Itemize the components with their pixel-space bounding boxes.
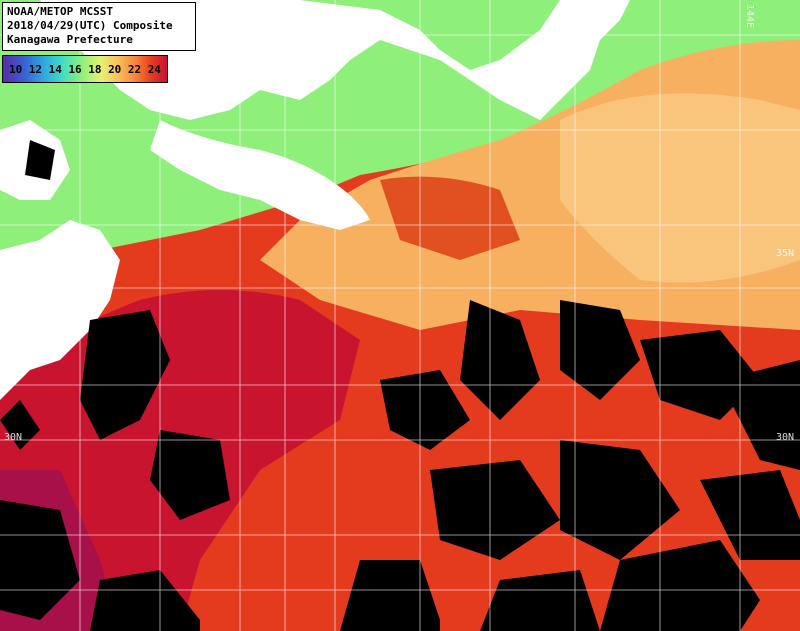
scale-tick: 22 [127, 62, 142, 76]
lon-label-144e: 144E [744, 4, 755, 29]
caption-date: 2018/04/29(UTC) Composite [7, 19, 173, 32]
scale-tick: 14 [48, 62, 62, 76]
kyushu-land [0, 220, 120, 400]
cloud-cover [0, 140, 800, 631]
shelf-front [380, 176, 520, 260]
caption-box: NOAA/METOP MCSST 2018/04/29(UTC) Composi… [2, 2, 196, 51]
lat-label-35n-right: 35N [776, 248, 795, 259]
scale-tick: 10 [9, 62, 23, 76]
scale-tick: 16 [68, 62, 82, 76]
temperature-scale: 10 12 14 16 18 20 22 24 [2, 55, 168, 83]
caption-source: NOAA/METOP MCSST [7, 5, 113, 18]
scale-tick: 20 [108, 62, 122, 76]
scale-tick: 12 [28, 62, 43, 76]
scale-tick: 18 [88, 62, 102, 76]
lon-label-136e: 136E [322, 4, 333, 29]
caption-region: Kanagawa Prefecture [7, 33, 133, 46]
lat-label-30n-right: 30N [776, 432, 795, 443]
shikoku-land [150, 120, 370, 230]
scale-tick: 24 [147, 62, 161, 76]
lat-label-30n-left: 30N [4, 432, 23, 443]
